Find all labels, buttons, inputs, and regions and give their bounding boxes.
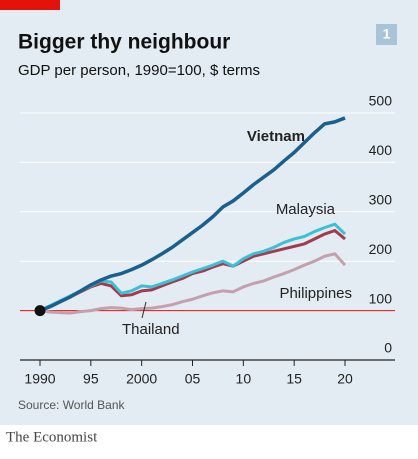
brand: The Economist [6,429,98,445]
badge [376,24,397,45]
chart-background [0,0,418,425]
start-point [34,305,46,317]
series-label: Philippines [279,285,352,302]
x-tick-label: 15 [286,371,302,387]
y-tick-label: 300 [369,192,393,208]
x-tick-label: 05 [185,371,201,387]
y-tick-label: 400 [369,142,393,158]
x-tick-label: 1990 [24,371,55,387]
leader-line [141,301,147,319]
series-line [39,252,347,315]
series-label: Vietnam [247,128,305,145]
badge-number: 1 [383,26,391,42]
x-tick-label: 2000 [126,371,157,387]
red-tag [0,0,60,10]
chart-subtitle: GDP per person, 1990=100, $ terms [18,62,260,79]
series-label: Thailand [122,321,180,338]
y-tick-label: 200 [369,241,393,257]
series-label: Malaysia [276,201,336,218]
x-tick-label: 95 [83,371,99,387]
x-tick-label: 10 [236,371,252,387]
x-tick-label: 20 [337,371,353,387]
chart-title: Bigger thy neighbour [18,31,230,54]
y-tick-label: 0 [384,340,392,356]
series-line [39,116,346,313]
source: Source: World Bank [18,398,125,412]
y-tick-label: 100 [369,290,393,306]
y-tick-label: 500 [369,93,393,109]
